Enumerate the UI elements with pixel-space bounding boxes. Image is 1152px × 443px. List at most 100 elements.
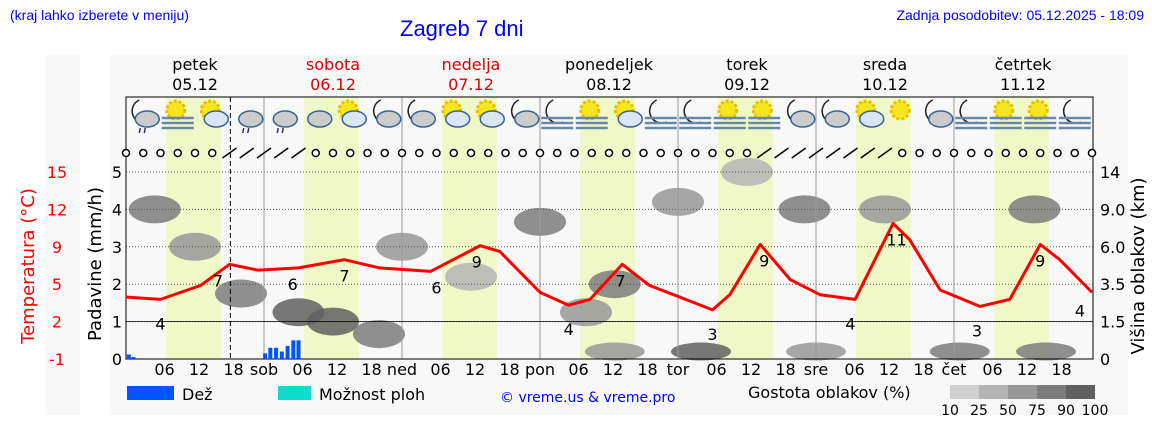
day-date: 08.12 bbox=[586, 75, 632, 94]
wind-calm-circle bbox=[311, 148, 320, 158]
sun-cloud-weather-icon bbox=[475, 99, 505, 128]
cloud-height-tick: 1.5 bbox=[1100, 313, 1125, 332]
temp-tick: 5 bbox=[52, 275, 62, 294]
cloud-shape bbox=[514, 110, 540, 128]
hour-tick: 12 bbox=[1017, 360, 1037, 379]
moon-cloud-weather-icon bbox=[786, 99, 816, 128]
sun-fog-weather-icon bbox=[748, 99, 781, 130]
temperature-label: 3 bbox=[972, 321, 982, 340]
wind-calm-circle bbox=[1018, 148, 1028, 158]
moon-cloud-weather-icon bbox=[924, 99, 954, 128]
rain-bar bbox=[263, 353, 268, 359]
wind-calm-circle bbox=[518, 148, 527, 158]
wind-calm-circle bbox=[501, 148, 510, 158]
wind-calm-circle bbox=[949, 148, 959, 158]
cloud-density-cell bbox=[1008, 195, 1061, 224]
day-name: četrtek bbox=[995, 55, 1053, 74]
sun-fog-weather-icon bbox=[575, 99, 608, 130]
cloud-shape bbox=[203, 110, 229, 128]
hour-tick: 06 bbox=[706, 360, 726, 379]
wind-calm-circle bbox=[415, 148, 424, 158]
day-name: petek bbox=[172, 55, 218, 74]
hour-tick: 18 bbox=[637, 360, 657, 379]
precip-tick: 0 bbox=[112, 350, 122, 369]
hour-tick: 12 bbox=[189, 360, 209, 379]
moon-fog-weather-icon bbox=[1058, 99, 1091, 130]
wind-calm-circle bbox=[742, 148, 752, 158]
hour-tick: 18 bbox=[775, 360, 795, 379]
cloud-shape bbox=[859, 110, 885, 128]
daylight-band bbox=[718, 97, 773, 359]
wind-calm-circle bbox=[208, 148, 217, 158]
wind-calm-circle bbox=[535, 148, 545, 158]
wind-calm-circle bbox=[380, 148, 389, 158]
cloud-shape bbox=[134, 110, 160, 128]
day-name: sreda bbox=[863, 55, 907, 74]
day-abbr-tick: čet bbox=[942, 360, 967, 379]
precip-tick: 1 bbox=[112, 313, 122, 332]
cloud-height-tick: 6.0 bbox=[1100, 238, 1125, 257]
wind-calm-circle bbox=[604, 148, 614, 158]
cloud-density-cell bbox=[353, 320, 405, 349]
wind-calm-circle bbox=[708, 148, 717, 158]
wind-barb bbox=[756, 147, 772, 159]
hour-tick: 12 bbox=[465, 360, 485, 379]
wind-calm-circle bbox=[984, 148, 993, 158]
wind-barb bbox=[860, 147, 876, 159]
precip-tick: 2 bbox=[112, 275, 122, 294]
density-tick: 50 bbox=[999, 403, 1017, 419]
day-name: torek bbox=[726, 55, 768, 74]
density-tick: 90 bbox=[1057, 403, 1075, 419]
day-name: nedelja bbox=[442, 55, 501, 74]
rain-bar bbox=[296, 340, 301, 359]
sun-cloud-weather-icon bbox=[199, 99, 229, 128]
cloud-rain-weather-icon bbox=[238, 110, 264, 134]
sun-shape bbox=[751, 99, 773, 121]
temperature-label: 6 bbox=[288, 275, 298, 294]
cloud-height-tick: 9.0 bbox=[1100, 200, 1125, 219]
hour-tick: 12 bbox=[741, 360, 761, 379]
precip-tick: 4 bbox=[112, 200, 122, 219]
wind-calm-circle bbox=[1053, 148, 1062, 158]
showers-legend-swatch bbox=[278, 386, 311, 400]
showers-legend-label: Možnost ploh bbox=[319, 385, 425, 404]
temp-tick: 9 bbox=[52, 238, 62, 257]
density-swatch bbox=[1066, 385, 1095, 399]
moon-cloud-weather-icon bbox=[407, 99, 436, 128]
wind-calm-circle bbox=[587, 148, 596, 158]
rain-bar bbox=[268, 347, 273, 359]
sun-cloud-weather-icon bbox=[855, 99, 885, 128]
density-swatch bbox=[1037, 385, 1066, 399]
precip-tick: 5 bbox=[112, 163, 122, 182]
rain-bar bbox=[274, 347, 279, 359]
wind-barb bbox=[825, 147, 841, 159]
wind-calm-circle bbox=[932, 148, 941, 158]
location-hint: (kraj lahko izberete v meniju) bbox=[10, 7, 189, 23]
temp-tick: 15 bbox=[47, 163, 67, 182]
cloud-shape bbox=[790, 110, 816, 128]
moon-fog-weather-icon bbox=[541, 99, 574, 130]
day-date: 06.12 bbox=[310, 75, 356, 94]
cloud-density-legend-label: Gostota oblakov (%) bbox=[748, 383, 911, 402]
wind-calm-circle bbox=[346, 148, 355, 158]
rain-legend-swatch bbox=[127, 386, 174, 400]
hour-tick: 06 bbox=[844, 360, 864, 379]
rain-drops bbox=[276, 127, 284, 134]
wind-calm-circle bbox=[173, 148, 182, 158]
precip-tick: 3 bbox=[112, 238, 122, 257]
page-title: Zagreb 7 dni bbox=[400, 16, 524, 41]
temperature-label: 9 bbox=[1035, 251, 1045, 270]
day-name: sobota bbox=[306, 55, 360, 74]
temperature-label: 7 bbox=[339, 267, 349, 286]
cloud-density-cell bbox=[128, 195, 181, 224]
hour-tick: 12 bbox=[879, 360, 899, 379]
rain-bar bbox=[291, 340, 296, 359]
sun-fog-weather-icon bbox=[161, 99, 194, 130]
wind-calm-circle bbox=[397, 148, 407, 158]
wind-barb bbox=[808, 147, 824, 159]
cloud-density-cell bbox=[584, 342, 645, 361]
wind-barb bbox=[843, 147, 858, 159]
daylight-band bbox=[166, 97, 221, 359]
rain-bar bbox=[285, 345, 290, 359]
